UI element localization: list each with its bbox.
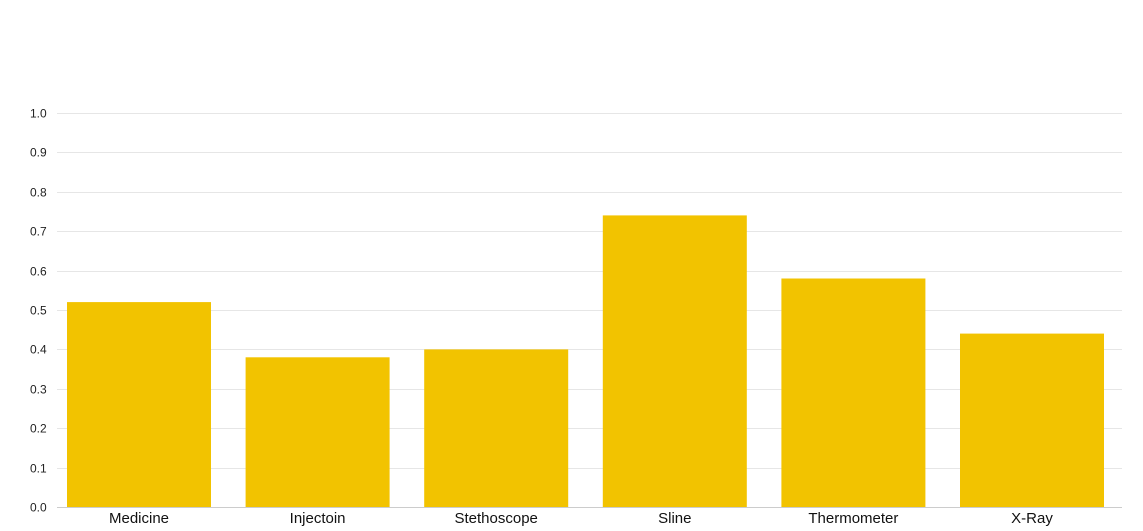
y-tick-label: 1.0	[30, 107, 47, 121]
x-category-label: Sline	[658, 510, 691, 527]
x-category-label: Medicine	[109, 510, 169, 527]
x-category-label: X-Ray	[1011, 510, 1053, 527]
y-tick-label: 0.6	[30, 265, 47, 279]
bars	[67, 215, 1104, 507]
bar-x-ray[interactable]	[960, 333, 1104, 507]
y-tick-label: 0.1	[30, 462, 47, 476]
gridlines	[57, 113, 1122, 508]
x-axis-labels: Medicine Injectoin Stethoscope Sline Thermom…	[109, 510, 1053, 527]
y-tick-label: 0.0	[30, 501, 47, 515]
x-category-label: Stethoscope	[454, 510, 537, 527]
x-category-label: Thermometer	[808, 510, 898, 527]
y-tick-label: 0.8	[30, 186, 47, 200]
y-tick-label: 0.9	[30, 146, 47, 160]
y-tick-label: 0.2	[30, 422, 47, 436]
bar-thermometer[interactable]	[781, 278, 926, 508]
y-axis-ticks: 0.0 0.1 0.2 0.3 0.4 0.5 0.6 0.7 0.8 0.9 1.0	[30, 107, 47, 515]
bar-medicine[interactable]	[67, 302, 211, 507]
bar-injectoin[interactable]	[245, 357, 390, 507]
bar-stethoscope[interactable]	[424, 349, 569, 507]
y-tick-label: 0.4	[30, 343, 47, 357]
x-category-label: Injectoin	[290, 510, 346, 527]
y-tick-label: 0.7	[30, 225, 47, 239]
y-tick-label: 0.3	[30, 383, 47, 397]
bar-sline[interactable]	[602, 215, 747, 507]
y-tick-label: 0.5	[30, 304, 47, 318]
